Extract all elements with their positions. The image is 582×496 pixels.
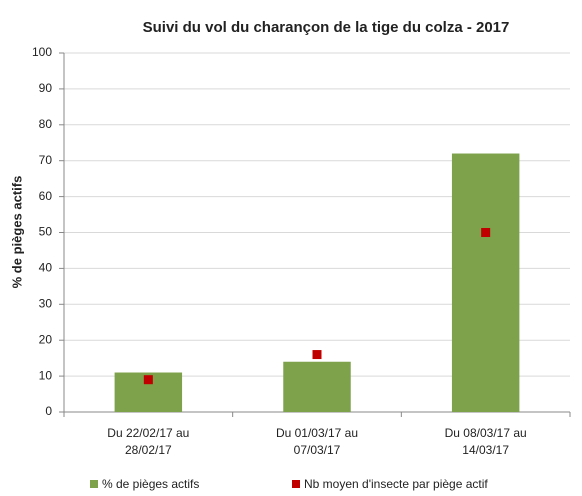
- x-tick-label: 14/03/17: [462, 443, 509, 457]
- marker: [143, 375, 153, 385]
- y-tick-label: 30: [39, 296, 53, 310]
- chart-title: Suivi du vol du charançon de la tige du …: [143, 19, 510, 36]
- marker: [481, 228, 491, 237]
- y-tick-label: 60: [39, 189, 53, 203]
- bar: [451, 153, 520, 412]
- y-tick-label: 80: [39, 117, 53, 131]
- y-tick-label: 50: [39, 225, 53, 239]
- y-tick-label: 40: [39, 261, 53, 275]
- x-tick-label: Du 01/03/17 au: [276, 426, 358, 440]
- y-tick-label: 20: [39, 332, 53, 346]
- y-tick-label: 90: [39, 81, 53, 95]
- bar: [283, 361, 351, 412]
- x-tick-label: 28/02/17: [125, 443, 172, 457]
- x-tick-label: Du 08/03/17 au: [445, 426, 527, 440]
- y-tick-label: 10: [39, 368, 53, 382]
- y-axis-label: % de pièges actifs: [9, 176, 24, 289]
- x-tick-label: Du 22/02/17 au: [107, 426, 189, 440]
- legend-label: Nb moyen d'insecte par piège actif: [304, 477, 488, 491]
- y-tick-label: 100: [32, 45, 52, 59]
- y-tick-label: 0: [45, 404, 52, 418]
- y-tick-label: 70: [39, 153, 53, 167]
- legend-swatch: [292, 480, 300, 488]
- x-tick-label: 07/03/17: [294, 443, 341, 457]
- legend-label: % de pièges actifs: [102, 477, 199, 491]
- legend-swatch: [90, 480, 98, 488]
- marker: [312, 350, 322, 360]
